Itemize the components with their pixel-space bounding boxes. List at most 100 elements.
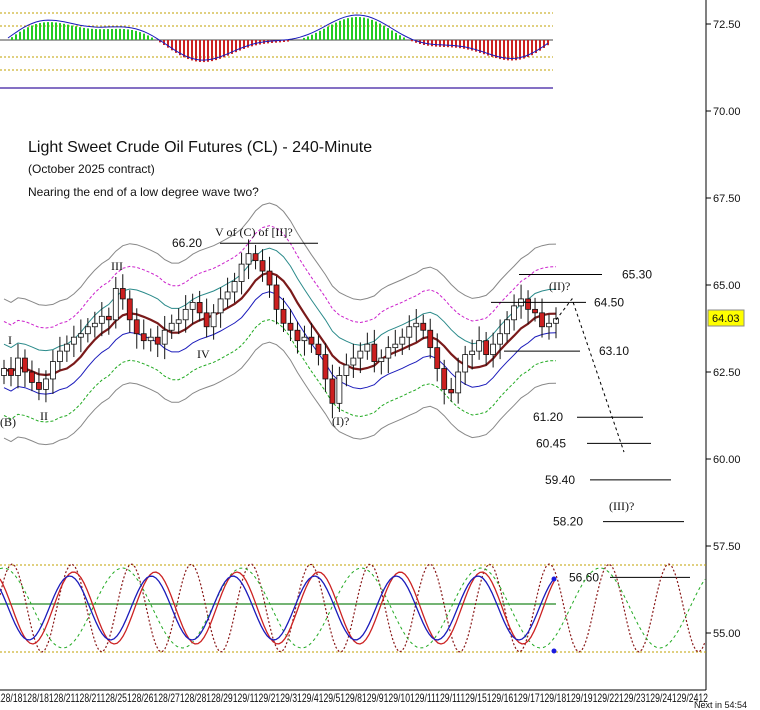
candle-body xyxy=(175,319,182,324)
cycle-marker-top xyxy=(551,576,557,582)
envelope-bands xyxy=(3,202,557,446)
candle-body xyxy=(294,329,301,342)
candle-body xyxy=(196,301,203,314)
bar-timer: Next in 54:54 xyxy=(694,700,748,710)
candle-body xyxy=(126,298,133,321)
candle-body xyxy=(43,378,49,390)
candle-body xyxy=(210,312,217,328)
upper-band-magenta xyxy=(3,225,557,329)
candle-body xyxy=(525,298,531,310)
candle-body xyxy=(224,291,231,300)
wave-label: (B) xyxy=(0,415,16,429)
y-axis-ticks: 72.50 70.00 67.50 65.00 62.50 60.00 57.50 55.00 xyxy=(706,19,741,640)
candle-body xyxy=(154,336,161,345)
histogram-signal-line xyxy=(7,14,549,61)
candle-body xyxy=(189,301,196,310)
candle-body xyxy=(343,364,350,376)
price-level-label: 58.20 xyxy=(553,515,583,529)
candle-body xyxy=(371,343,378,362)
candle-body xyxy=(112,288,119,321)
candle-body xyxy=(483,340,490,355)
candle-body xyxy=(238,263,245,282)
top-oscillator-panel xyxy=(0,12,553,89)
candle-body xyxy=(245,253,252,265)
price-level-label: 56.60 xyxy=(569,570,599,584)
candle-body xyxy=(36,382,42,390)
candle-body xyxy=(350,357,357,366)
candle-body xyxy=(133,319,140,335)
candlestick-series xyxy=(1,239,559,419)
candle-body xyxy=(399,336,406,345)
candle-body xyxy=(8,368,14,376)
candle-body xyxy=(147,336,154,342)
last-price-box xyxy=(707,309,745,327)
candle-body xyxy=(252,253,259,262)
candle-body xyxy=(364,343,371,352)
cycle-wave-red xyxy=(0,571,556,645)
candle-body xyxy=(98,315,105,324)
y-tick-label: 60.00 xyxy=(713,454,741,466)
candle-body xyxy=(84,326,91,335)
price-level-label: 61.20 xyxy=(533,410,563,424)
candle-body xyxy=(455,371,462,394)
lower-band-gray xyxy=(3,341,557,446)
candle-body xyxy=(15,357,21,376)
cycle-wave-blue xyxy=(0,575,556,641)
price-level-label: 63.10 xyxy=(599,344,629,358)
candle-body xyxy=(406,326,413,338)
cycle-wave-red-dotted xyxy=(0,563,706,653)
candle-body xyxy=(63,343,70,352)
candle-body xyxy=(427,329,434,349)
contract-label: (October 2025 contract) xyxy=(28,162,155,176)
candle-body xyxy=(280,308,287,324)
y-tick-label: 57.50 xyxy=(713,541,741,553)
candle-body xyxy=(203,312,210,328)
y-tick-label: 55.00 xyxy=(713,628,741,640)
candle-body xyxy=(140,333,147,342)
candle-body xyxy=(56,350,63,362)
candle-body xyxy=(553,318,559,324)
candle-body xyxy=(259,260,266,272)
bottom-cycle-panel xyxy=(0,563,706,654)
candle-body xyxy=(329,378,336,404)
candle-body xyxy=(22,357,28,373)
y-tick-label: 67.50 xyxy=(713,193,741,205)
candle-body xyxy=(322,354,329,380)
candle-body xyxy=(434,347,441,369)
projection-path xyxy=(555,297,625,453)
candle-body xyxy=(392,343,399,349)
wave-label: III xyxy=(111,259,123,273)
candle-body xyxy=(420,322,427,331)
candle-body xyxy=(462,354,469,373)
price-level-label: 65.30 xyxy=(622,268,652,282)
candle-body xyxy=(217,298,224,314)
candle-body xyxy=(273,284,280,310)
candle-body xyxy=(357,350,364,359)
candle-body xyxy=(287,322,294,331)
candle-body xyxy=(532,308,538,314)
candle-body xyxy=(301,336,308,342)
candle-body xyxy=(490,343,497,356)
cycle-marker-bottom xyxy=(551,648,557,654)
candle-body xyxy=(105,315,112,321)
cycle-wave-green-dotted xyxy=(0,567,706,649)
price-level-label: 64.50 xyxy=(594,295,624,309)
candle-body xyxy=(497,333,504,345)
candle-body xyxy=(315,343,322,356)
price-levels: 65.30 64.50 63.10 61.20 60.45 59.40 58.20 56.60… xyxy=(172,236,690,584)
candle-body xyxy=(161,329,168,345)
wave-label: II xyxy=(40,409,48,423)
candle-body xyxy=(511,305,517,321)
candle-body xyxy=(91,322,98,328)
candle-body xyxy=(336,375,343,404)
analysis-note: Nearing the end of a low degree wave two… xyxy=(28,185,259,199)
chart-title: Light Sweet Crude Oil Futures (CL) - 240… xyxy=(28,139,373,156)
candle-body xyxy=(469,350,476,355)
price-level-label: 66.20 xyxy=(172,236,202,250)
candle-body xyxy=(378,357,385,362)
y-tick-label: 72.50 xyxy=(713,19,741,31)
price-level-label: 60.45 xyxy=(536,436,566,450)
